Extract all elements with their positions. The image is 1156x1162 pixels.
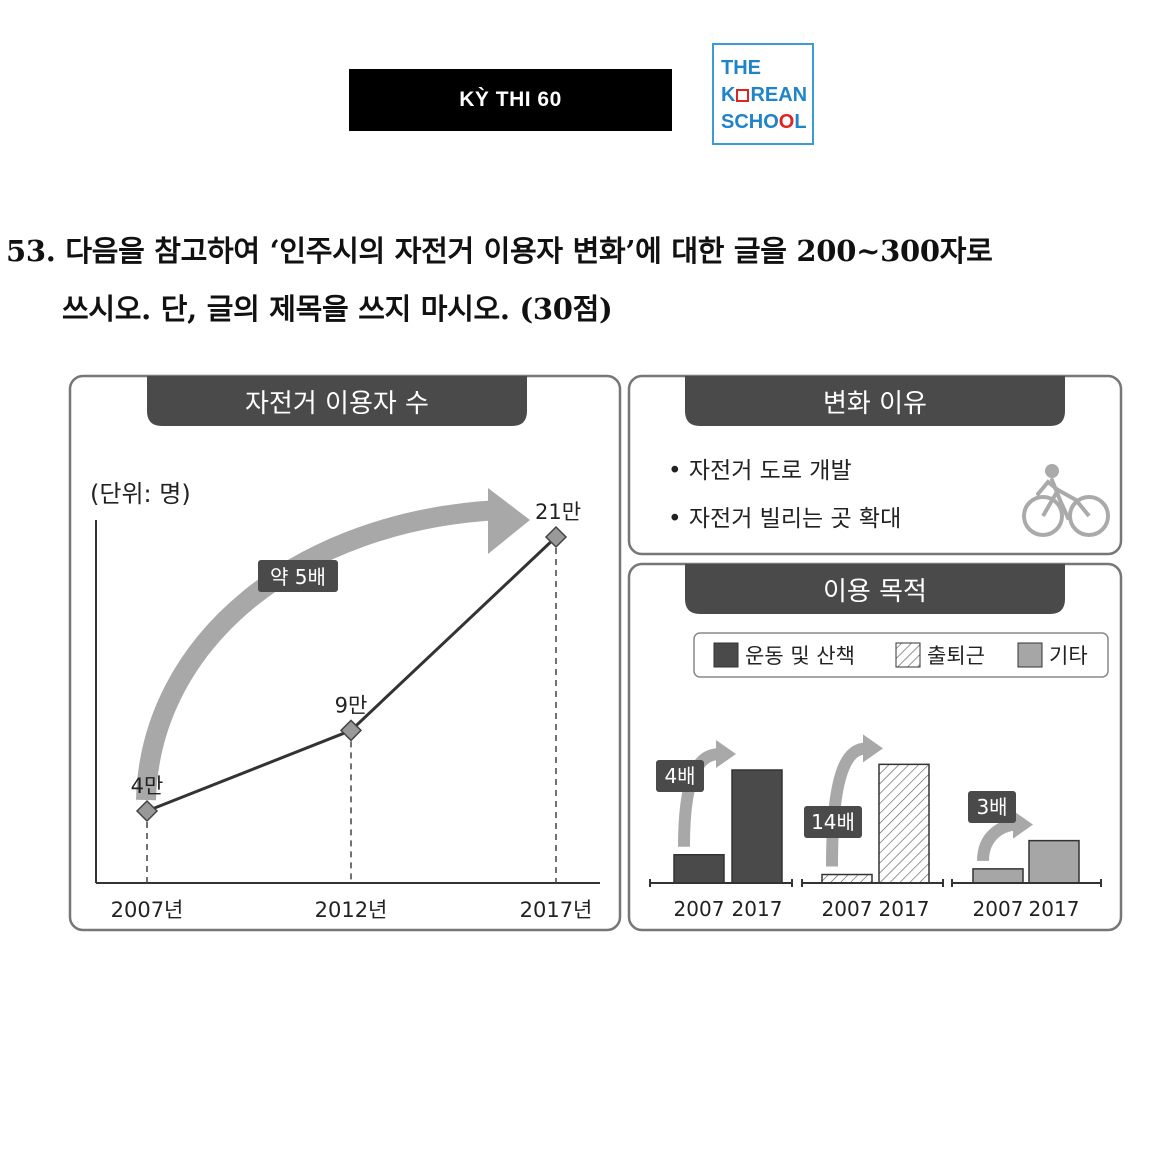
data-point-1 [135, 799, 159, 823]
legend-label-commute: 출퇴근 [927, 644, 985, 668]
multiplier-arrowhead-3 [1013, 810, 1033, 839]
bar-tick-2-2: 2017 [879, 897, 930, 921]
growth-arrow: 약 5배 [136, 488, 530, 801]
data-label-3: 21만 [535, 500, 581, 524]
bar-multiplier-layer: 4배 14배 3배 [656, 734, 1033, 867]
bar-3-2007 [972, 868, 1024, 884]
growth-arrow-shaft [136, 500, 501, 801]
exam-banner: KỲ THI 60 [349, 69, 672, 131]
multiplier-arrowhead-1 [716, 740, 736, 768]
legend-swatch-exercise [713, 642, 739, 668]
reasons-panel: 변화 이유 • 자전거 도로 개발 • 자전거 빌리는 곳 확대 [627, 374, 1123, 556]
multiplier-arrowhead-2 [863, 734, 883, 763]
multiplier-label-2: 14배 [811, 810, 855, 834]
users-panel-header [147, 376, 527, 426]
legend-label-other: 기타 [1049, 644, 1088, 668]
bar-1-2007 [673, 854, 725, 884]
x-tick-3: 2017년 [520, 898, 593, 922]
bicycle-icon [1022, 464, 1110, 537]
logo-line-3: SCHOOL [721, 111, 807, 133]
logo-square-icon [736, 89, 750, 102]
bar-3-2017 [1028, 839, 1080, 884]
purpose-legend: 운동 및 산책 출퇴근 기타 [693, 632, 1109, 678]
reason-item-2: • 자전거 빌리는 곳 확대 [668, 506, 901, 532]
bar-tick-2-1: 2007 [822, 897, 873, 921]
data-point-3 [544, 525, 568, 549]
bar-1-2017 [731, 769, 783, 884]
bar-series-layer [673, 763, 1080, 884]
multiplier-label-box-1 [656, 760, 704, 792]
purpose-panel-header [685, 564, 1065, 614]
legend-swatch-commute [895, 642, 921, 668]
bar-tick-3-1: 2007 [973, 897, 1024, 921]
dropline-layer [146, 537, 557, 883]
bar-2-2017 [878, 763, 930, 884]
legend-label-exercise: 운동 및 산책 [745, 644, 855, 668]
question-prompt: 53. 다음을 참고하여 ‘인주시의 자전거 이용자 변화’에 대한 글을 20… [6, 222, 1156, 338]
question-line-1: 53. 다음을 참고하여 ‘인주시의 자전거 이용자 변화’에 대한 글을 20… [6, 234, 993, 268]
legend-swatch-other [1017, 642, 1043, 668]
bar-tick-3-2: 2017 [1029, 897, 1080, 921]
bar-2-2007 [821, 873, 873, 884]
purpose-panel-title: 이용 목적 [823, 577, 927, 607]
line-series-layer: 4만 9만 21만 [131, 500, 581, 823]
growth-arrow-head [488, 488, 530, 554]
x-tick-2: 2012년 [315, 898, 388, 922]
users-panel: 자전거 이용자 수 (단위: 명) 약 5배 4만 9만 21만 2007년 2012… [68, 374, 622, 932]
the-korean-school-logo: THE K REAN SCHOOL [712, 43, 814, 145]
users-panel-title: 자전거 이용자 수 [245, 389, 429, 419]
logo-line-1: THE [721, 57, 761, 79]
bar-tick-1-1: 2007 [674, 897, 725, 921]
data-label-1: 4만 [131, 774, 164, 798]
data-point-2 [339, 719, 363, 742]
question-line-2: 쓰시오. 단, 글의 제목을 쓰지 마시오. (30점) [62, 292, 613, 326]
reason-item-1: • 자전거 도로 개발 [668, 458, 852, 484]
data-label-2: 9만 [335, 693, 368, 717]
logo-line-2: K REAN [721, 84, 808, 106]
multiplier-label-box-2 [804, 806, 862, 838]
multiplier-label-1: 4배 [664, 764, 695, 788]
x-tick-1: 2007년 [111, 898, 184, 922]
growth-label-box [258, 560, 338, 592]
reasons-panel-title: 변화 이유 [823, 389, 927, 419]
exam-label: KỲ THI 60 [459, 88, 562, 111]
unit-label: (단위: 명) [90, 480, 191, 508]
growth-label: 약 5배 [270, 565, 326, 589]
bar-tick-1-2: 2017 [732, 897, 783, 921]
x-tick-layer: 2007년 2012년 2017년 [111, 898, 593, 922]
bar-axis-layer: 2007 2017 2007 2017 2007 2017 [649, 879, 1102, 921]
multiplier-label-box-3 [968, 791, 1016, 823]
reasons-panel-header [685, 376, 1065, 426]
multiplier-label-3: 3배 [976, 795, 1007, 819]
